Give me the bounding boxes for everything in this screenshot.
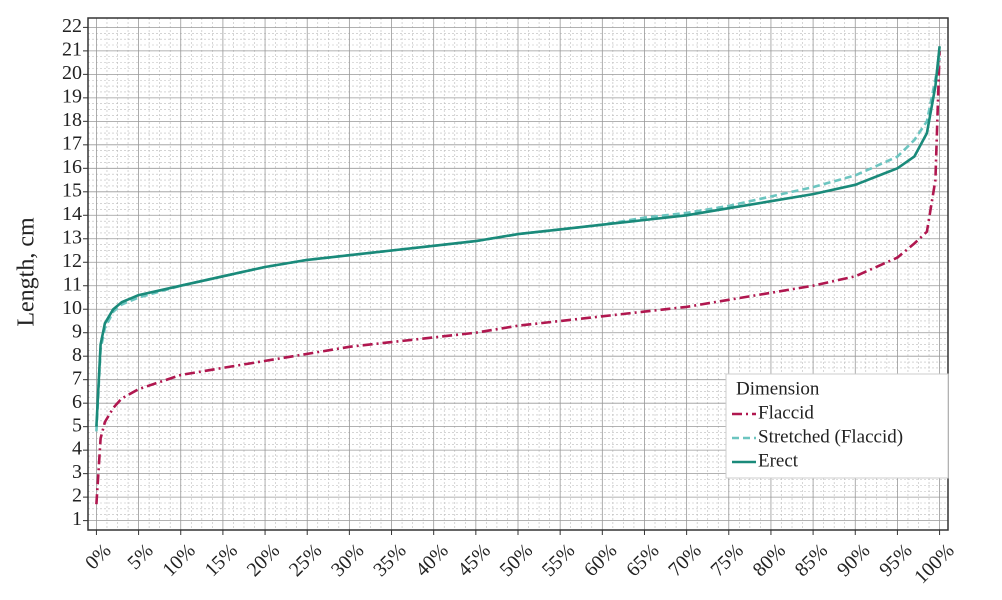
x-tick-label: 30% [327, 540, 368, 581]
series-line [95, 50, 941, 505]
y-tick-label: 17 [62, 132, 82, 154]
y-axis-label: Length, cm [14, 217, 40, 327]
x-tick-label: 50% [496, 540, 537, 581]
series-line [95, 57, 941, 432]
y-tick-label: 16 [62, 156, 82, 178]
y-tick-label: 3 [72, 461, 82, 483]
x-tick-label: 35% [369, 540, 410, 581]
y-tick-label: 6 [72, 391, 82, 413]
grid [88, 18, 948, 530]
series-layer [95, 46, 941, 505]
x-tick-label: 65% [622, 540, 663, 581]
x-tick-label: 100% [910, 540, 959, 589]
legend: Dimension Flaccid Stretched (Flaccid) Erect [725, 373, 949, 479]
y-tick-label: 9 [72, 320, 82, 342]
x-tick-label: 0% [81, 540, 115, 574]
x-tick-label: 95% [875, 540, 916, 581]
x-tick-label: 45% [454, 540, 495, 581]
legend-label: Erect [758, 450, 799, 471]
y-tick-label: 8 [72, 344, 82, 366]
x-tick-label: 25% [285, 540, 326, 581]
x-tick-label: 90% [833, 540, 874, 581]
y-tick-label: 1 [72, 508, 82, 530]
x-tick-label: 40% [411, 540, 452, 581]
x-tick-label: 10% [158, 540, 199, 581]
legend-label: Stretched (Flaccid) [758, 426, 903, 447]
y-tick-label: 7 [72, 367, 82, 389]
y-tick-label: 19 [62, 85, 82, 107]
x-tick-label: 15% [201, 540, 242, 581]
y-tick-label: 14 [62, 203, 82, 225]
y-tick-label: 10 [62, 297, 82, 319]
y-tick-label: 4 [72, 438, 82, 460]
legend-title: Dimension [736, 378, 820, 399]
y-tick-label: 21 [62, 38, 82, 60]
x-tick-label: 75% [706, 540, 747, 581]
x-tick-label: 20% [243, 540, 284, 581]
y-tick-label: 13 [62, 226, 82, 248]
series-line [95, 46, 941, 427]
x-tick-label: 55% [538, 540, 579, 581]
x-tick-label: 70% [664, 540, 705, 581]
y-tick-label: 2 [72, 485, 82, 507]
y-tick-label: 18 [62, 109, 82, 131]
x-tick-label: 85% [791, 540, 832, 581]
x-tick-label: 80% [749, 540, 790, 581]
legend-label: Flaccid [758, 402, 814, 423]
y-tick-label: 5 [72, 414, 82, 436]
y-tick-label: 22 [62, 15, 82, 37]
y-tick-label: 15 [62, 179, 82, 201]
legend-box [725, 373, 949, 479]
x-tick-label: 5% [123, 540, 157, 574]
y-tick-label: 11 [63, 273, 82, 295]
y-tick-label: 20 [62, 62, 82, 84]
y-tick-label: 12 [62, 250, 82, 272]
x-tick-label: 60% [580, 540, 621, 581]
